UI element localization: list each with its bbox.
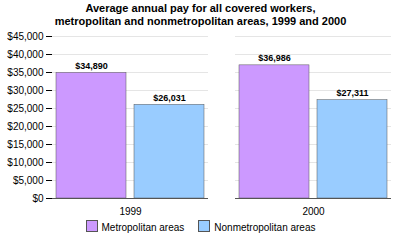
- svg-text:$40,000: $40,000: [7, 49, 44, 60]
- svg-text:$34,890: $34,890: [75, 61, 108, 71]
- svg-text:$0: $0: [32, 193, 44, 204]
- svg-text:$30,000: $30,000: [7, 85, 44, 96]
- svg-text:$45,000: $45,000: [7, 31, 44, 42]
- svg-text:2000: 2000: [302, 206, 325, 217]
- svg-text:$26,031: $26,031: [153, 93, 186, 103]
- svg-text:$25,000: $25,000: [7, 103, 44, 114]
- html-text:Nonmetropolitan areas: Nonmetropolitan areas: [214, 221, 316, 233]
- html-text:Average annual pay for all cov: Average annual pay for all covered worke…: [54, 2, 347, 27]
- svg-text:$27,311: $27,311: [336, 88, 368, 98]
- svg-text:$20,000: $20,000: [7, 121, 44, 132]
- svg-text:$10,000: $10,000: [7, 157, 44, 168]
- svg-text:1999: 1999: [119, 206, 142, 217]
- svg-text:$5,000: $5,000: [13, 175, 44, 186]
- svg-text:$15,000: $15,000: [7, 139, 44, 150]
- svg-text:$36,986: $36,986: [258, 53, 291, 63]
- svg-text:$35,000: $35,000: [7, 67, 44, 78]
- html-text:Metropolitan areas: Metropolitan areas: [101, 221, 185, 233]
